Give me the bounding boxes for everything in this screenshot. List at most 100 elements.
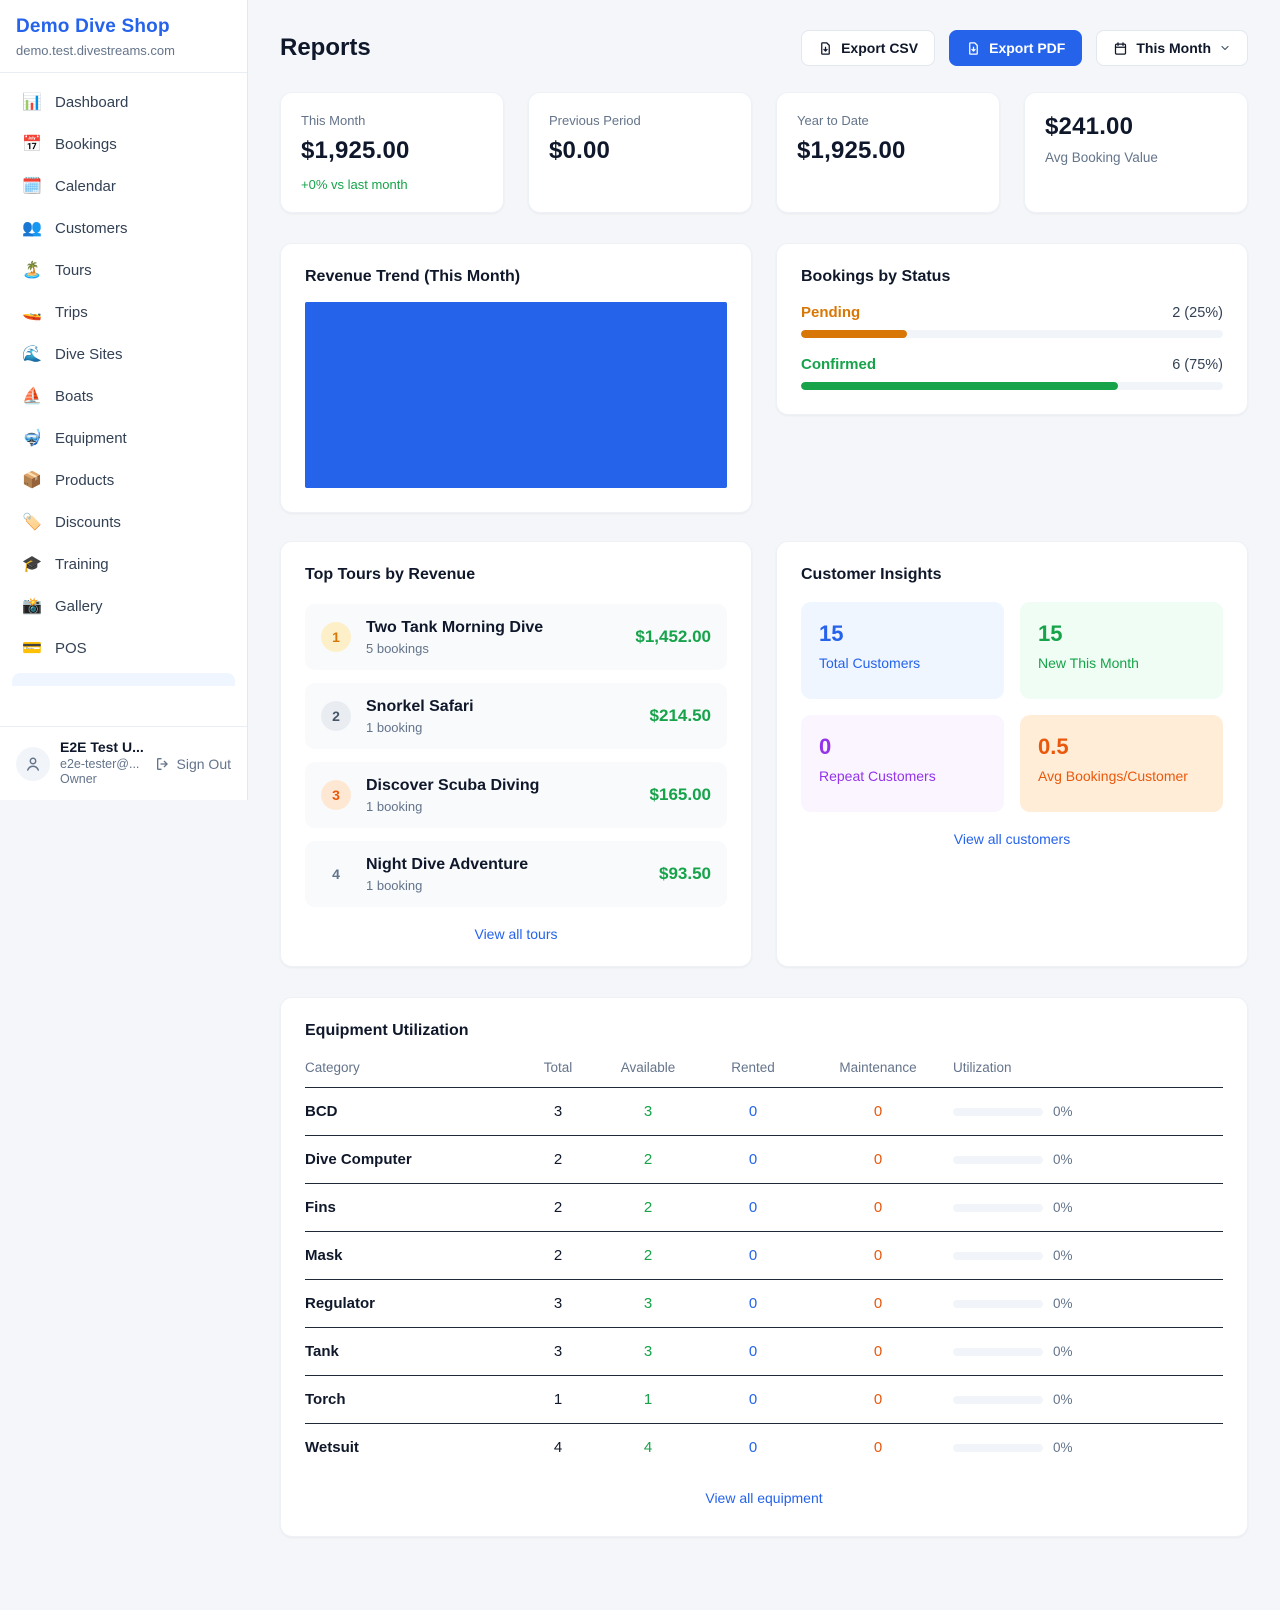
cell-utilization: 0% <box>953 1152 1223 1167</box>
nav-item-icon: 🏷️ <box>22 514 42 531</box>
nav-item-active-clipped[interactable] <box>12 673 235 686</box>
cell-maintenance: 0 <box>873 1439 883 1456</box>
tour-revenue: $1,452.00 <box>635 627 711 646</box>
sidebar-nav-item[interactable]: 🗓️ Calendar <box>12 165 235 207</box>
sidebar-nav-item[interactable]: 📦 Products <box>12 459 235 501</box>
cell-total: 3 <box>553 1103 563 1120</box>
header-actions: Export CSV Export PDF This Month <box>801 30 1248 66</box>
nav-item-label: Boats <box>55 387 94 405</box>
cell-total: 2 <box>553 1151 563 1168</box>
cell-available: 3 <box>643 1343 653 1360</box>
period-dropdown[interactable]: This Month <box>1096 30 1248 66</box>
revenue-trend-title: Revenue Trend (This Month) <box>305 268 521 285</box>
table-body: BCD 3 3 0 0 0% Dive Computer 2 <box>305 1088 1223 1471</box>
equipment-utilization-card: Equipment Utilization Category Total Ava… <box>280 997 1248 1537</box>
customer-insights-title: Customer Insights <box>801 566 942 583</box>
nav-item-icon: 💳 <box>22 640 42 657</box>
sidebar-nav-item[interactable]: 📸 Gallery <box>12 585 235 627</box>
status-count: 2 (25%) <box>1172 305 1223 321</box>
sidebar-nav-item[interactable]: 👥 Customers <box>12 207 235 249</box>
cell-utilization: 0% <box>953 1104 1223 1119</box>
nav-item-icon: 📅 <box>22 136 42 153</box>
sidebar-nav-item[interactable]: 💳 POS <box>12 627 235 669</box>
nav-item-icon: 📊 <box>22 94 42 111</box>
view-all-tours-link[interactable]: View all tours <box>474 926 558 942</box>
tour-row: 4 Night Dive Adventure 1 booking $93.50 <box>305 841 727 907</box>
sidebar-nav-item[interactable]: 🏷️ Discounts <box>12 501 235 543</box>
stat-card-avg-booking-value: $241.00 Avg Booking Value <box>1024 92 1248 213</box>
rank-badge: 3 <box>321 780 351 810</box>
bookings-by-status-title: Bookings by Status <box>801 268 951 285</box>
table-row: Dive Computer 2 2 0 0 0% <box>305 1136 1223 1184</box>
tour-bookings: 1 booking <box>366 798 423 814</box>
stat-card-previous-period: Previous Period $0.00 <box>528 92 752 213</box>
equipment-utilization-title: Equipment Utilization <box>305 1022 469 1039</box>
cell-available: 3 <box>643 1103 653 1120</box>
main-content: Reports Export CSV Export PDF This Month <box>248 0 1280 1571</box>
tour-revenue: $165.00 <box>649 785 711 804</box>
cell-rented: 0 <box>748 1439 758 1456</box>
nav-item-icon: 📸 <box>22 598 42 615</box>
sidebar-nav-item[interactable]: ⛵ Boats <box>12 375 235 417</box>
table-header: Category Total Available Rented Maintena… <box>305 1060 1223 1088</box>
file-download-icon <box>969 41 978 55</box>
view-all-customers-link[interactable]: View all customers <box>953 831 1071 847</box>
table-row: Regulator 3 3 0 0 0% <box>305 1280 1223 1328</box>
nav-item-icon: 👥 <box>22 220 42 237</box>
revenue-trend-chart <box>305 302 727 488</box>
nav-item-icon: 🗓️ <box>22 178 42 195</box>
tour-name: Snorkel Safari <box>366 697 474 715</box>
cell-utilization: 0% <box>953 1296 1223 1311</box>
cell-category: Mask <box>305 1247 343 1264</box>
nav-item-label: Dive Sites <box>55 345 123 363</box>
cell-maintenance: 0 <box>873 1343 883 1360</box>
user-info: E2E Test U... e2e-tester@... Owner <box>60 739 144 788</box>
nav-item-label: Products <box>55 471 115 489</box>
nav-item-label: Gallery <box>55 597 103 615</box>
view-all-equipment-link[interactable]: View all equipment <box>705 1490 823 1506</box>
cell-total: 3 <box>553 1343 563 1360</box>
progress-fill <box>801 382 1118 390</box>
sidebar-nav-item[interactable]: 📅 Bookings <box>12 123 235 165</box>
nav-item-label: Trips <box>55 303 88 321</box>
sidebar-nav-item[interactable]: 🌊 Dive Sites <box>12 333 235 375</box>
sign-out-label: Sign Out <box>176 755 231 772</box>
sidebar-nav-item[interactable]: 🚤 Trips <box>12 291 235 333</box>
user-name: E2E Test U... <box>60 739 144 756</box>
insight-value: 15 <box>1038 621 1063 646</box>
nav-item-icon: 🤿 <box>22 430 42 447</box>
nav-item-icon: 🎓 <box>22 556 42 573</box>
sidebar-nav-item[interactable]: 🏝️ Tours <box>12 249 235 291</box>
table-row: Tank 3 3 0 0 0% <box>305 1328 1223 1376</box>
tour-name: Discover Scuba Diving <box>366 776 540 794</box>
table-row: Torch 1 1 0 0 0% <box>305 1376 1223 1424</box>
utilization-bar <box>953 1443 1043 1452</box>
status-row-pending: Pending 2 (25%) <box>801 304 1223 338</box>
nav-item-label: Dashboard <box>55 93 129 111</box>
cell-rented: 0 <box>748 1247 758 1264</box>
period-label: This Month <box>1136 40 1211 56</box>
cell-maintenance: 0 <box>873 1199 883 1216</box>
cell-category: Wetsuit <box>305 1439 359 1456</box>
utilization-percent: 0% <box>1053 1440 1073 1455</box>
utilization-bar <box>953 1347 1043 1356</box>
sidebar-nav-item[interactable]: 📊 Dashboard <box>12 81 235 123</box>
cell-available: 2 <box>643 1247 653 1264</box>
cell-rented: 0 <box>748 1103 758 1120</box>
insight-tile: 15 Total Customers <box>801 602 1004 699</box>
customer-insights-card: Customer Insights 15 Total Customers 15 … <box>776 541 1248 967</box>
sidebar-nav-item[interactable]: 🤿 Equipment <box>12 417 235 459</box>
export-pdf-button[interactable]: Export PDF <box>949 30 1083 66</box>
progress-track <box>801 330 1223 338</box>
nav-item-icon: 🌊 <box>22 346 42 363</box>
stats-row: This Month $1,925.00 +0% vs last month P… <box>280 92 1248 213</box>
export-csv-button[interactable]: Export CSV <box>801 30 936 66</box>
sign-out-button[interactable]: Sign Out <box>155 756 231 772</box>
nav-item-label: Discounts <box>55 513 121 531</box>
nav-item-label: Equipment <box>55 429 127 447</box>
progress-track <box>801 382 1223 390</box>
nav-item-icon: 🏝️ <box>22 262 42 279</box>
top-tours-card: Top Tours by Revenue 1 Two Tank Morning … <box>280 541 752 967</box>
sidebar-nav-item[interactable]: 🎓 Training <box>12 543 235 585</box>
user-email: e2e-tester@... <box>60 756 140 771</box>
